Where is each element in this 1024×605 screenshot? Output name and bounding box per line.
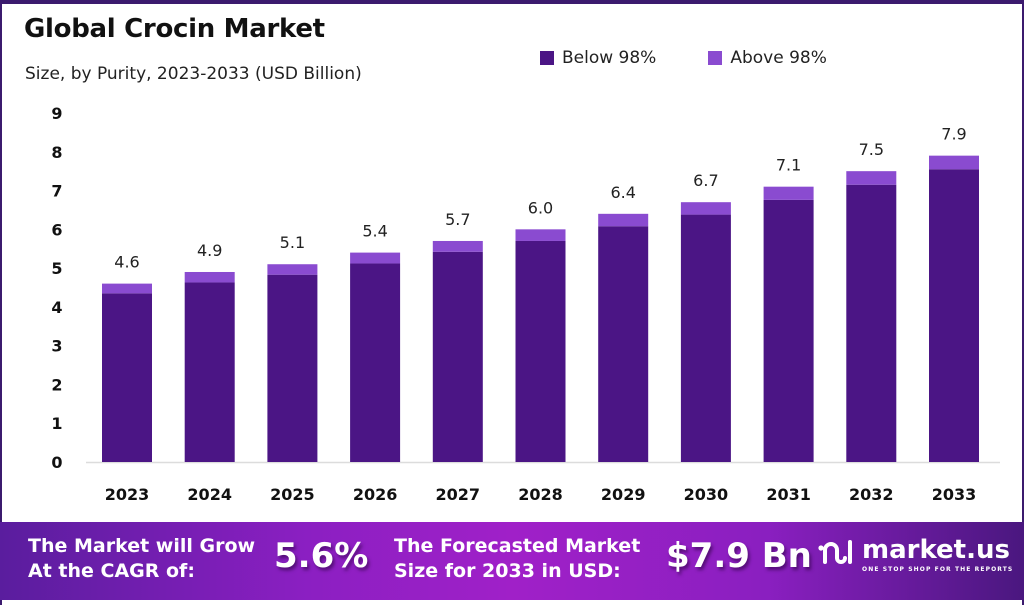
bar-above-98 (184, 271, 235, 283)
brand-logo: market.us ONE STOP SHOP FOR THE REPORTS (816, 536, 1013, 573)
cagr-label-line2: At the CAGR of: (28, 560, 195, 582)
bar-chart: 0 1 2 3 4 5 6 7 8 9 4.6 2023 4.9 2024 5.1 2025 5.4 2026 5.… (51, 104, 1000, 504)
x-tick-label: 2029 (601, 485, 646, 504)
forecast-label-line2: Size for 2033 in USD: (394, 560, 621, 582)
brand-tagline: ONE STOP SHOP FOR THE REPORTS (862, 566, 1014, 573)
x-tick-label: 2027 (436, 485, 481, 504)
y-tick-label: 4 (51, 298, 62, 317)
legend-swatch-above-98 (708, 51, 723, 65)
legend-label-below-98: Below 98% (562, 48, 657, 68)
brand-name: market.us (862, 535, 1010, 565)
legend-swatch-below-98 (540, 51, 554, 65)
bar-above-98 (515, 229, 566, 241)
y-tick-label: 6 (51, 220, 62, 239)
legend-item-below-98: Below 98% (540, 48, 656, 68)
forecast-label: The Forecasted Market Size for 2033 in U… (394, 534, 640, 584)
bar-total-label: 5.4 (362, 222, 387, 241)
bar-total-label: 6.4 (610, 183, 635, 202)
bar-above-98 (929, 155, 979, 170)
y-tick-label: 7 (51, 182, 62, 201)
bar-below-98 (763, 199, 814, 462)
bar-above-98 (267, 264, 318, 275)
bar-above-98 (350, 252, 401, 264)
y-tick-label: 0 (51, 453, 62, 472)
bar-total-label: 7.1 (776, 156, 801, 175)
bar-total-label: 4.6 (114, 253, 139, 272)
bar-below-98 (102, 293, 152, 462)
bar-below-98 (598, 226, 649, 462)
x-tick-label: 2031 (766, 485, 811, 504)
y-tick-label: 8 (51, 143, 62, 162)
x-tick-label: 2032 (849, 485, 894, 504)
bar-below-98 (680, 214, 731, 462)
x-tick-label: 2025 (270, 485, 315, 504)
forecast-value: $7.9 Bn (666, 536, 812, 576)
bar-total-label: 7.9 (941, 125, 966, 144)
legend-item-above-98: Above 98% (708, 48, 827, 68)
x-tick-label: 2024 (187, 485, 232, 504)
bar-below-98 (184, 282, 235, 462)
bar-above-98 (680, 202, 731, 215)
x-tick-label: 2030 (684, 485, 729, 504)
bar-above-98 (102, 283, 152, 294)
bar-above-98 (846, 171, 897, 185)
market-us-logo-icon (818, 540, 852, 564)
x-tick-label: 2028 (518, 485, 563, 504)
legend-label-above-98: Above 98% (730, 48, 827, 68)
bar-below-98 (267, 274, 318, 462)
forecast-label-line1: The Forecasted Market (394, 535, 641, 557)
summary-banner: The Market will Grow At the CAGR of: 5.6… (0, 522, 1024, 600)
y-tick-label: 5 (51, 259, 62, 278)
bar-below-98 (350, 263, 401, 462)
chart-subtitle: Size, by Purity, 2023-2033 (USD Billion) (25, 64, 362, 84)
chart-title: Global Crocin Market (24, 14, 325, 44)
x-tick-label: 2033 (932, 485, 977, 504)
y-tick-label: 1 (51, 414, 62, 433)
bar-above-98 (598, 213, 649, 227)
y-tick-label: 9 (51, 104, 62, 123)
bar-total-label: 4.9 (197, 241, 222, 260)
bar-below-98 (515, 240, 566, 462)
bar-total-label: 7.5 (859, 140, 884, 159)
legend: Below 98% Above 98% (540, 48, 827, 68)
bar-above-98 (763, 186, 814, 200)
bar-above-98 (432, 240, 483, 252)
y-tick-label: 2 (51, 375, 62, 394)
cagr-label: The Market will Grow At the CAGR of: (28, 534, 255, 584)
bar-below-98 (846, 184, 897, 462)
cagr-value: 5.6% (274, 536, 369, 576)
bar-total-label: 6.0 (528, 198, 553, 217)
bar-total-label: 5.7 (445, 210, 470, 229)
cagr-label-line1: The Market will Grow (28, 535, 256, 557)
x-tick-label: 2026 (353, 485, 398, 504)
bar-below-98 (432, 251, 483, 462)
bar-total-label: 5.1 (280, 233, 305, 252)
x-tick-label: 2023 (105, 485, 150, 504)
y-tick-label: 3 (51, 337, 62, 356)
bar-total-label: 6.7 (693, 171, 718, 190)
bar-below-98 (929, 169, 979, 462)
